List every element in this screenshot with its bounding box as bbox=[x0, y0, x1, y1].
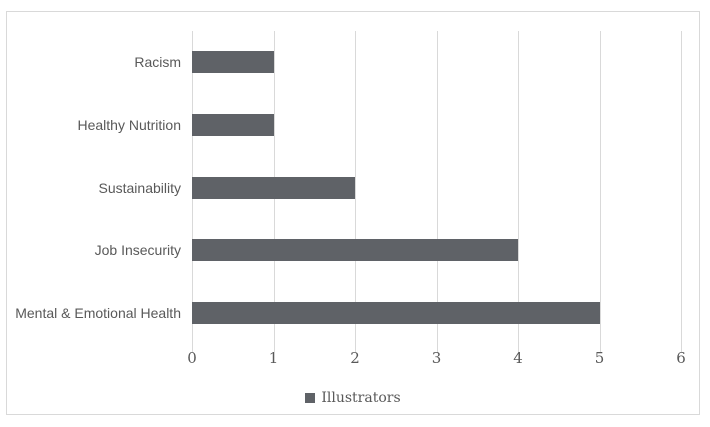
category-label: Job Insecurity bbox=[94, 242, 181, 259]
bar-racism bbox=[192, 51, 274, 74]
gridline bbox=[436, 31, 438, 352]
gridline bbox=[681, 31, 682, 352]
plot-area bbox=[192, 31, 682, 352]
bar-sustainability bbox=[192, 176, 355, 199]
category-label: Mental & Emotional Health bbox=[15, 304, 181, 321]
legend-marker-icon bbox=[305, 393, 316, 403]
bar-job-insecurity bbox=[192, 239, 518, 262]
gridline bbox=[599, 31, 601, 352]
x-tick-label: 3 bbox=[431, 349, 442, 367]
gridline bbox=[355, 31, 356, 352]
legend: Illustrators bbox=[7, 389, 699, 407]
gridline bbox=[518, 31, 519, 352]
category-label: Racism bbox=[134, 54, 181, 71]
x-tick-label: 2 bbox=[350, 349, 360, 367]
bar-mental-emotional-health bbox=[192, 301, 600, 324]
category-axis-labels: Racism Healthy Nutrition Sustainability Job… bbox=[7, 12, 699, 414]
bar-healthy-nutrition bbox=[192, 113, 274, 136]
value-axis-labels: 0 1 2 3 4 5 6 bbox=[7, 12, 699, 414]
x-tick-label: 4 bbox=[513, 349, 523, 367]
category-label: Healthy Nutrition bbox=[77, 116, 182, 133]
x-tick-label: 1 bbox=[268, 349, 279, 367]
x-tick-label: 5 bbox=[594, 349, 605, 367]
category-label: Sustainability bbox=[98, 179, 182, 196]
x-tick-label: 6 bbox=[676, 349, 686, 367]
legend-label: Illustrators bbox=[321, 390, 401, 406]
x-tick-label: 0 bbox=[187, 349, 197, 367]
chart-frame: Racism Healthy Nutrition Sustainability Job… bbox=[6, 11, 700, 415]
